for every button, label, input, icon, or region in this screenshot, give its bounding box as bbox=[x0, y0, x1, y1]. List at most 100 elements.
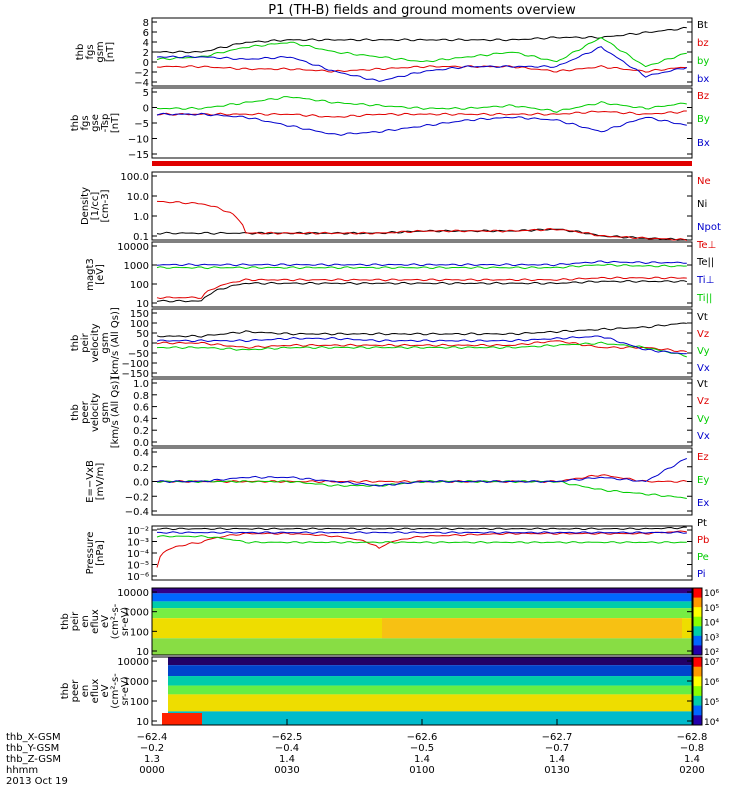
y-axis-label: thb peir en eflux eV (cm²-s-sr-eV) bbox=[60, 603, 131, 639]
y-tick-label: 6 bbox=[143, 28, 149, 39]
y-tick-label: −4 bbox=[134, 78, 149, 89]
legend-entry: Vz bbox=[697, 329, 709, 340]
legend-entry: Vy bbox=[697, 346, 710, 357]
legend-entry: Te|| bbox=[696, 257, 714, 268]
colorbar-label: 10⁶ bbox=[704, 589, 719, 599]
series-line-By bbox=[156, 96, 687, 113]
y-axis-label-line: gsm bbox=[95, 41, 106, 62]
y-tick-label: 0.8 bbox=[133, 391, 149, 402]
series-line-Ti|| bbox=[156, 263, 687, 270]
y-axis-label-line: thb bbox=[75, 44, 86, 61]
series-line-Te|| bbox=[156, 280, 687, 303]
y-axis-label: thb fgs gsm [nT] bbox=[75, 41, 116, 62]
x-axis-value: −62.6 bbox=[407, 732, 438, 743]
y-tick-label: 1.0 bbox=[133, 379, 149, 390]
spectrogram-band bbox=[152, 608, 692, 619]
legend-entry: Bx bbox=[697, 138, 710, 149]
legend-entry: Ey bbox=[697, 475, 709, 486]
series-line-Pb bbox=[156, 530, 687, 568]
legend-entry: Bz bbox=[697, 91, 709, 102]
y-axis-label-line: fgs bbox=[80, 115, 91, 130]
series-line-Vt bbox=[156, 322, 687, 338]
y-axis-label-line: eflux bbox=[90, 609, 101, 634]
series-line-Bt bbox=[156, 26, 687, 54]
y-axis-label-line: E=−VxB bbox=[85, 460, 96, 503]
colorbar-segment bbox=[693, 588, 702, 599]
y-axis-label-line: magt3 bbox=[85, 258, 96, 291]
x-axis-value: −62.4 bbox=[137, 732, 168, 743]
y-tick-label: −0.2 bbox=[125, 492, 149, 503]
panel-frame bbox=[151, 87, 693, 159]
colorbar-label: 10⁶ bbox=[704, 678, 719, 688]
spectrogram bbox=[152, 588, 692, 655]
y-axis-label-line: [cm-3] bbox=[100, 189, 111, 222]
x-axis-value: −0.8 bbox=[680, 743, 704, 754]
colorbar-segment bbox=[693, 645, 702, 656]
spectrogram-band bbox=[158, 657, 692, 666]
series-line-bx bbox=[156, 46, 688, 82]
y-axis-label-line: en bbox=[80, 615, 91, 628]
spectrogram-band bbox=[158, 665, 692, 677]
legend-entry: Ex bbox=[697, 498, 709, 509]
y-tick-label: 0 bbox=[143, 58, 149, 69]
y-tick-label: 10.0 bbox=[127, 192, 149, 203]
spectrogram-band bbox=[158, 685, 692, 695]
spectrogram-band bbox=[152, 638, 692, 655]
panel-frame bbox=[151, 171, 693, 241]
y-tick-label: 10000 bbox=[117, 657, 149, 668]
y-tick-label: 100 bbox=[130, 627, 149, 638]
y-axis-label-line: (cm²-s- bbox=[110, 603, 121, 639]
y-axis-label-line: eflux bbox=[90, 679, 101, 704]
legend-entry: Ne bbox=[697, 176, 711, 187]
y-axis-label-line: [1/cc] bbox=[90, 192, 101, 221]
panel-8: 10⁻²10⁻³10⁻⁴10⁻⁵10⁻⁶ Pressure [nPa] Pt Pb Pe P… bbox=[85, 518, 709, 583]
y-tick-label: 8 bbox=[143, 18, 149, 29]
colorbar-frame bbox=[692, 587, 703, 656]
y-tick-label: −5 bbox=[134, 119, 149, 130]
colorbar-segment bbox=[693, 686, 702, 697]
y-tick-label: 10⁻² bbox=[127, 526, 149, 537]
colorbar-segment bbox=[693, 676, 702, 687]
panel-frame bbox=[151, 241, 693, 308]
colorbar-frame bbox=[692, 656, 703, 726]
spectrogram bbox=[158, 657, 692, 725]
x-axis-value: 1.3 bbox=[144, 754, 160, 765]
colorbar-label: 10⁴ bbox=[704, 718, 719, 728]
y-tick-label: 1000 bbox=[124, 677, 149, 688]
x-axis-value: 1.4 bbox=[414, 754, 430, 765]
spectrogram-band bbox=[158, 711, 692, 725]
y-tick-label: 0.4 bbox=[133, 448, 149, 459]
y-axis-label-line: sr-eV) bbox=[120, 676, 131, 705]
y-axis-label-line: peer bbox=[70, 679, 81, 703]
data-flag-bar bbox=[152, 161, 692, 166]
colorbar-segment bbox=[693, 705, 702, 716]
y-axis-label-line: gsm bbox=[100, 332, 111, 353]
x-axis-value: −0.2 bbox=[140, 743, 164, 754]
y-axis-label-line: Pressure bbox=[85, 532, 96, 575]
legend-entry: Vz bbox=[697, 396, 709, 407]
spectrogram-band bbox=[158, 694, 692, 712]
series-line-Bz bbox=[157, 110, 687, 118]
x-axis-value: 0030 bbox=[274, 765, 299, 776]
y-axis-label: thb peer velocity gsm [km/s (All Qs)] bbox=[70, 377, 121, 449]
legend-entry: Pe bbox=[697, 552, 709, 563]
x-axis-value: 1.4 bbox=[549, 754, 565, 765]
legend-entry: bx bbox=[697, 74, 709, 85]
date-label: 2013 Oct 19 bbox=[6, 776, 68, 787]
legend-entry: Vt bbox=[697, 312, 708, 323]
x-axis-row-label: hhmm bbox=[6, 765, 38, 776]
colorbar-segment bbox=[693, 626, 702, 637]
colorbar-segment bbox=[693, 695, 702, 707]
y-axis-label-line: thb bbox=[70, 404, 81, 421]
colorbar-segment bbox=[693, 715, 702, 726]
x-axis-row-label: thb_X-GSM bbox=[6, 732, 61, 743]
y-tick-label: 0.2 bbox=[133, 463, 149, 474]
series-line-Pe bbox=[156, 535, 687, 544]
y-axis-label: thb peer en eflux eV (cm²-s-sr-eV) bbox=[60, 673, 131, 709]
y-axis-label-line: peir bbox=[70, 611, 81, 631]
y-tick-label: 10⁻⁴ bbox=[127, 549, 149, 560]
x-axis-value: 0000 bbox=[139, 765, 164, 776]
y-axis-label-line: [nT] bbox=[105, 42, 116, 62]
